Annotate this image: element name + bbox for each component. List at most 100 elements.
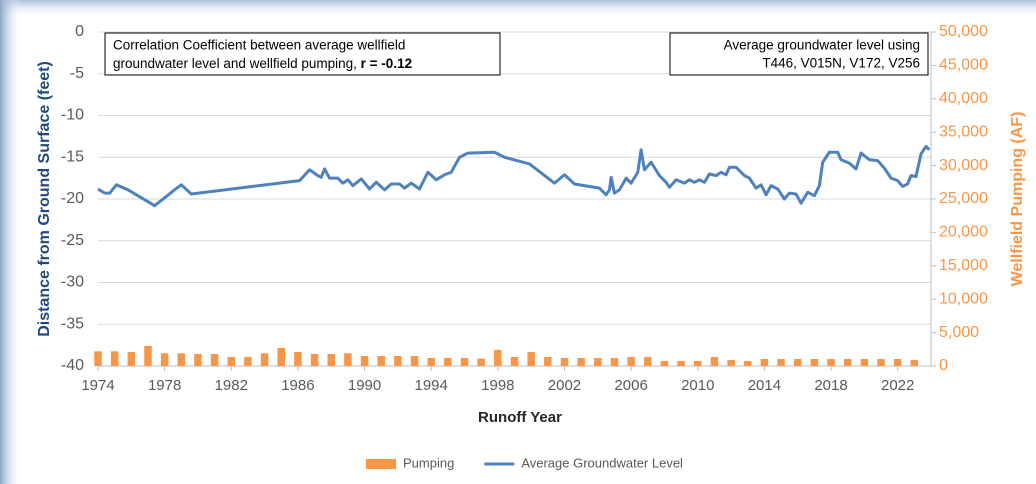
x-tick-label: 2014 <box>748 377 781 394</box>
bar <box>310 353 319 366</box>
x-tick-label: 2022 <box>881 377 914 394</box>
bar <box>694 360 702 366</box>
bar <box>177 353 186 366</box>
line <box>97 144 931 208</box>
y2-tick-label: 10,000 <box>939 290 988 307</box>
bar <box>460 357 469 366</box>
annotation-frame <box>104 32 501 76</box>
y-tick-label: -40 <box>61 357 84 374</box>
x-axis-title: Runoff Year <box>478 409 562 426</box>
x-tick-label: 2002 <box>548 377 581 394</box>
bar <box>843 358 852 366</box>
x-tick-label: 2010 <box>681 377 714 394</box>
background-top <box>0 0 1036 18</box>
legend-label: Pumping <box>403 455 454 470</box>
bar <box>860 358 869 366</box>
bar <box>594 357 602 366</box>
bar <box>877 358 885 366</box>
bar <box>444 357 452 366</box>
legend-swatch <box>366 459 396 469</box>
bar <box>560 357 569 366</box>
annotation-line: T446, V015N, V172, V256 <box>762 56 920 71</box>
y2-axis-title: Wellfield Pumping (AF) <box>1009 112 1026 287</box>
bar <box>410 355 419 366</box>
bar <box>644 356 652 366</box>
bar <box>777 358 785 366</box>
bar <box>544 356 552 366</box>
annotation-line: Average groundwater level using <box>724 38 920 53</box>
y-tick-label: -20 <box>61 190 84 207</box>
x-tick-label: 1994 <box>415 377 448 394</box>
bar <box>494 349 502 366</box>
y-tick-label: -5 <box>70 65 84 82</box>
x-tick-label: 1974 <box>81 377 114 394</box>
bar <box>210 353 219 366</box>
background-left <box>0 0 22 484</box>
y-tick-label: 0 <box>75 23 84 40</box>
y2-tick-label: 15,000 <box>939 257 988 274</box>
annotation-emphasis: r = -0.12 <box>361 56 412 71</box>
x-tick-label: 1986 <box>281 377 314 394</box>
x-tick-label: 1990 <box>348 377 381 394</box>
bar <box>743 360 752 366</box>
y2-tick-label: 30,000 <box>939 157 988 174</box>
bar <box>660 360 669 366</box>
y2-tick-label: 50,000 <box>939 23 988 40</box>
x-tick-label: 2006 <box>614 377 647 394</box>
annotation-box: Average groundwater level using T446, V0… <box>669 32 929 76</box>
y2-tick-label: 0 <box>939 357 948 374</box>
bar <box>577 357 585 366</box>
bar <box>260 353 269 366</box>
bar <box>810 358 819 366</box>
bar <box>294 351 302 366</box>
y2-tick-label: 35,000 <box>939 123 988 140</box>
y2-tick-label: 25,000 <box>939 190 988 207</box>
bar <box>127 351 136 366</box>
bar <box>477 358 485 366</box>
annotation-line: groundwater level and wellfield pumping,… <box>113 56 412 71</box>
x-tick-label: 1978 <box>148 377 181 394</box>
bar <box>627 356 635 366</box>
y-axis-title: Distance from Ground Surface (feet) <box>36 61 53 337</box>
bar <box>760 358 769 366</box>
bar <box>610 357 619 366</box>
y-tick-label: -10 <box>61 107 84 124</box>
bar <box>527 351 535 366</box>
x-tick-label: 2018 <box>814 377 847 394</box>
y-tick-label: -30 <box>61 274 84 291</box>
bar <box>677 360 685 366</box>
bar <box>144 345 152 366</box>
bar <box>327 353 335 366</box>
x-tick-label: 1982 <box>215 377 248 394</box>
y2-tick-label: 20,000 <box>939 224 988 241</box>
bar <box>344 353 352 366</box>
bar <box>110 351 119 366</box>
y-tick-label: -35 <box>61 315 84 332</box>
annotation-line: Correlation Coefficient between average … <box>113 38 405 53</box>
bar <box>360 355 369 366</box>
bar <box>793 358 802 366</box>
bar <box>727 359 735 366</box>
bar <box>227 356 236 366</box>
bar <box>277 347 286 366</box>
y-tick-label: -25 <box>61 232 84 249</box>
y2-tick-label: 40,000 <box>939 90 988 107</box>
y2-tick-label: 45,000 <box>939 57 988 74</box>
bar <box>910 359 919 366</box>
bar <box>160 353 169 366</box>
bar <box>827 358 835 366</box>
annotation-frame <box>669 32 929 76</box>
bar <box>377 355 385 366</box>
y-tick-label: -15 <box>61 148 84 165</box>
bar <box>244 356 252 366</box>
bar <box>94 351 102 366</box>
bar <box>710 356 719 366</box>
bar <box>510 356 519 366</box>
bar <box>394 355 402 366</box>
y2-tick-label: 5,000 <box>939 324 979 341</box>
legend-label: Average Groundwater Level <box>521 455 683 470</box>
bar <box>194 353 202 366</box>
bar <box>427 357 435 366</box>
